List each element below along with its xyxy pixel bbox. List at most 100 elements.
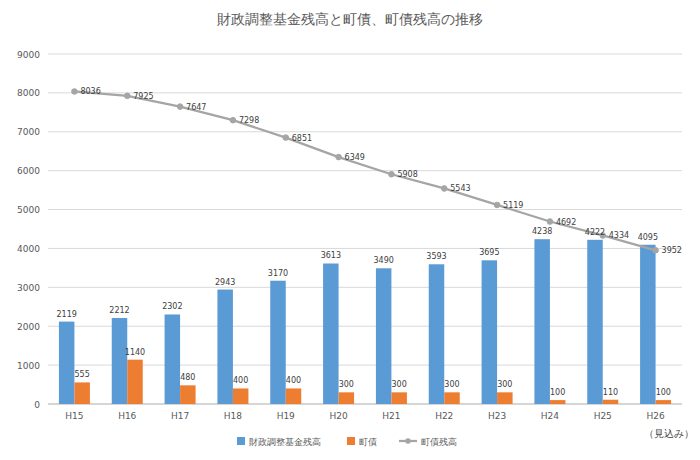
y-tick-label: 0 <box>34 400 40 410</box>
bar <box>180 385 196 404</box>
legend-label: 町債 <box>359 437 377 447</box>
marker <box>441 186 447 192</box>
bar <box>640 245 656 404</box>
y-tick-label: 6000 <box>17 166 40 176</box>
data-label: 6349 <box>345 153 365 162</box>
legend-swatch <box>237 437 245 445</box>
bar <box>482 260 498 404</box>
y-tick-label: 1000 <box>17 361 40 371</box>
title: 財政調整基金残高と町債、町債残高の推移 <box>217 11 483 27</box>
data-label: 555 <box>75 370 90 379</box>
bar <box>112 318 128 404</box>
grid-line <box>48 170 682 171</box>
bar <box>444 392 460 404</box>
legend-swatch <box>347 437 355 445</box>
marker <box>494 202 500 208</box>
legend-marker <box>405 438 411 444</box>
marker <box>283 135 289 141</box>
marker <box>389 171 395 177</box>
bar <box>233 388 249 404</box>
data-label: 5908 <box>397 170 417 179</box>
grid-line <box>48 404 682 405</box>
data-label: 3952 <box>662 246 682 255</box>
marker <box>72 89 78 95</box>
data-label: 300 <box>392 380 407 389</box>
marks <box>59 89 671 404</box>
data-label: 4095 <box>638 233 658 242</box>
data-label: 300 <box>497 380 512 389</box>
data-label: 300 <box>444 380 459 389</box>
grid-line <box>48 54 682 55</box>
y-tick-label: 2000 <box>17 322 40 332</box>
marker <box>230 117 236 123</box>
bar <box>391 392 407 404</box>
data-label: 100 <box>550 388 565 397</box>
grid-line <box>48 365 682 366</box>
data-label: 400 <box>286 376 301 385</box>
grid <box>48 54 682 404</box>
data-label: 2212 <box>109 306 129 315</box>
data-label: 3593 <box>426 252 446 261</box>
data-label: 4222 <box>585 228 605 237</box>
legend-item: 財政調整基金残高 <box>237 437 321 447</box>
data-label: 300 <box>339 380 354 389</box>
x-tick-label: H20 <box>329 411 347 421</box>
bar <box>550 400 566 404</box>
bar <box>376 268 392 404</box>
x-tick-label: H19 <box>277 411 295 421</box>
data-label: 400 <box>233 376 248 385</box>
legend-item: 町債 <box>347 437 377 447</box>
y-tick-label: 8000 <box>17 88 40 98</box>
bar <box>429 264 445 404</box>
marker <box>124 93 130 99</box>
data-label: 5119 <box>503 201 523 210</box>
marker <box>177 104 183 110</box>
data-label: 3490 <box>373 256 393 265</box>
data-label: 5543 <box>450 184 470 193</box>
y-tick-label: 4000 <box>17 244 40 254</box>
data-label: 110 <box>603 388 618 397</box>
data-label: 1140 <box>125 348 145 357</box>
bar <box>339 392 355 404</box>
x-tick-label: H15 <box>65 411 83 421</box>
grid-line <box>48 209 682 210</box>
data-label: 3613 <box>321 251 341 260</box>
bar <box>286 388 302 404</box>
data-label: 7647 <box>186 103 206 112</box>
chart: 財政調整基金残高と町債、町債残高の推移 0 1000 2000 3000 4000 5000… <box>0 0 700 460</box>
x-tick-label: H22 <box>435 411 453 421</box>
legend: 財政調整基金残高 町債 町債残高 <box>237 437 457 447</box>
data-label: 100 <box>656 388 671 397</box>
grid-line <box>48 131 682 132</box>
y-tick-label: 7000 <box>17 127 40 137</box>
grid-line <box>48 287 682 288</box>
data-label: 4238 <box>532 227 552 236</box>
bar <box>587 240 603 404</box>
marker <box>653 248 659 254</box>
background <box>0 0 700 460</box>
data-label: 2302 <box>162 302 182 311</box>
y-tick-label: 3000 <box>17 283 40 293</box>
bar <box>217 290 233 404</box>
data-label: 8036 <box>80 87 100 96</box>
y-tick-label: 9000 <box>17 50 40 60</box>
y-tick-label: 5000 <box>17 205 40 215</box>
legend-item: 町債残高 <box>399 437 457 447</box>
marker <box>547 219 553 225</box>
data-label: 7298 <box>239 116 259 125</box>
data-label: 7925 <box>133 92 153 101</box>
data-label: 3695 <box>479 248 499 257</box>
bar <box>270 281 286 404</box>
x-tick-label: H21 <box>382 411 400 421</box>
data-label: 4692 <box>556 218 576 227</box>
x-tick-label: H26 <box>646 411 664 421</box>
data-label: 6851 <box>292 134 312 143</box>
grid-line <box>48 248 682 249</box>
legend-label: 町債残高 <box>421 437 457 447</box>
marker <box>336 154 342 160</box>
data-label: 480 <box>180 373 195 382</box>
x-tick-label: H24 <box>541 411 559 421</box>
x-tick-label: H25 <box>594 411 612 421</box>
bar <box>165 314 181 404</box>
bar <box>603 400 619 404</box>
